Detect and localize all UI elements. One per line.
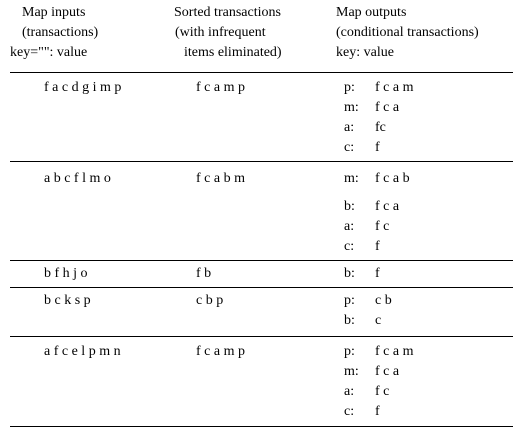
row-1-output-1: p: f c a m bbox=[344, 78, 413, 98]
output-key: m: bbox=[344, 364, 359, 379]
table-bottom-rule bbox=[10, 426, 513, 427]
row-2-sorted: f c a b m bbox=[196, 171, 245, 186]
output-key: a: bbox=[344, 384, 355, 399]
row-2-output-3: a: f c bbox=[344, 217, 389, 237]
header-map-outputs: Map outputs (conditional transactions) k… bbox=[336, 3, 479, 63]
header-sorted-transactions: Sorted transactions (with infrequent ite… bbox=[174, 3, 282, 63]
row-5-output-1: p: f c a m bbox=[344, 342, 413, 362]
output-key: c: bbox=[344, 140, 355, 155]
row-1-sorted: f c a m p bbox=[196, 80, 245, 95]
row-2-output-1: m: f c a b bbox=[344, 169, 410, 189]
row-1-output-4: c: f bbox=[344, 138, 380, 158]
output-key: b: bbox=[344, 313, 355, 328]
output-value: f bbox=[375, 239, 380, 254]
output-value: f c bbox=[375, 384, 390, 399]
row-divider bbox=[10, 336, 513, 337]
row-3-output-1: b: f bbox=[344, 264, 380, 284]
output-value: f bbox=[375, 404, 380, 419]
row-5-output-4: c: f bbox=[344, 402, 380, 422]
output-value: f c a bbox=[375, 100, 400, 115]
row-1-output-3: a: fc bbox=[344, 118, 386, 138]
row-divider bbox=[10, 260, 513, 261]
row-5-output-2: m: f c a bbox=[344, 362, 399, 382]
output-key: m: bbox=[344, 171, 359, 186]
header-map-inputs-line-2: (transactions) bbox=[22, 25, 99, 40]
output-key: b: bbox=[344, 199, 355, 214]
row-4-output-2: b: c bbox=[344, 311, 381, 331]
header-sorted-line-1: Sorted transactions bbox=[174, 5, 281, 20]
output-value: f c a m bbox=[375, 80, 414, 95]
header-map-outputs-line-3: key: value bbox=[336, 45, 394, 60]
output-value: f bbox=[375, 266, 380, 281]
row-divider bbox=[10, 161, 513, 162]
row-1-output-2: m: f c a bbox=[344, 98, 399, 118]
row-5-input: a f c e l p m n bbox=[44, 344, 121, 359]
output-value: f c bbox=[375, 219, 390, 234]
output-key: a: bbox=[344, 219, 355, 234]
output-key: a: bbox=[344, 120, 355, 135]
row-2-input: a b c f l m o bbox=[44, 171, 111, 186]
output-key: p: bbox=[344, 80, 355, 95]
output-value: c bbox=[375, 313, 382, 328]
output-value: f bbox=[375, 140, 380, 155]
output-value: fc bbox=[375, 120, 386, 135]
header-map-inputs-line-1: Map inputs bbox=[22, 5, 86, 20]
row-2-output-4: c: f bbox=[344, 237, 380, 257]
row-1-input: f a c d g i m p bbox=[44, 80, 122, 95]
row-divider bbox=[10, 287, 513, 288]
output-value: f c a b bbox=[375, 171, 410, 186]
transactions-table: Map inputs (transactions) key="": value … bbox=[10, 0, 513, 439]
header-rule bbox=[10, 72, 513, 73]
row-4-sorted: c b p bbox=[196, 293, 224, 308]
output-key: b: bbox=[344, 266, 355, 281]
row-3-sorted: f b bbox=[196, 266, 212, 281]
header-sorted-line-3: items eliminated) bbox=[184, 45, 282, 60]
header-map-outputs-line-1: Map outputs bbox=[336, 5, 407, 20]
row-5-output-3: a: f c bbox=[344, 382, 389, 402]
output-value: c b bbox=[375, 293, 392, 308]
output-key: c: bbox=[344, 239, 355, 254]
row-2-output-2: b: f c a bbox=[344, 197, 399, 217]
header-map-inputs: Map inputs (transactions) key="": value bbox=[10, 3, 99, 63]
row-4-output-1: p: c b bbox=[344, 291, 392, 311]
output-value: f c a m bbox=[375, 344, 414, 359]
header-sorted-line-2: (with infrequent bbox=[175, 25, 266, 40]
output-key: c: bbox=[344, 404, 355, 419]
output-key: m: bbox=[344, 100, 359, 115]
output-value: f c a bbox=[375, 364, 400, 379]
row-4-input: b c k s p bbox=[44, 293, 91, 308]
output-value: f c a bbox=[375, 199, 400, 214]
row-5-sorted: f c a m p bbox=[196, 344, 245, 359]
output-key: p: bbox=[344, 293, 355, 308]
row-3-input: b f h j o bbox=[44, 266, 88, 281]
output-key: p: bbox=[344, 344, 355, 359]
header-map-outputs-line-2: (conditional transactions) bbox=[336, 25, 479, 40]
header-map-inputs-line-3: key="": value bbox=[10, 45, 88, 60]
